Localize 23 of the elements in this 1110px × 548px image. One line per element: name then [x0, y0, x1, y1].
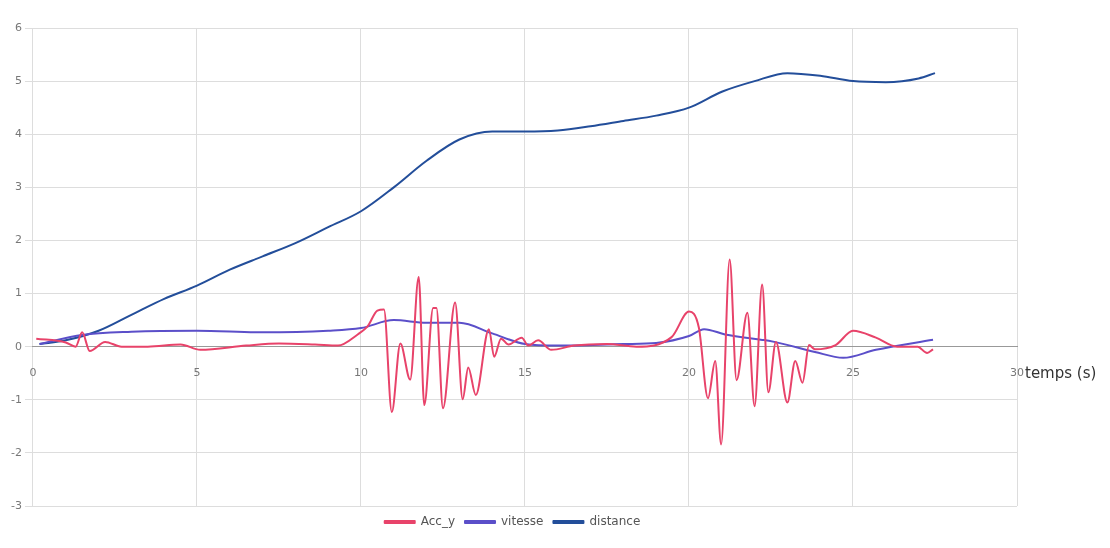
x-tick-label: 30 — [1010, 366, 1024, 380]
legend-label: distance — [589, 514, 641, 529]
y-tick-label: 0 — [14, 339, 22, 353]
y-tick-label: 3 — [14, 180, 22, 194]
y-tick-label: 4 — [14, 127, 22, 141]
y-tick-label: 6 — [14, 20, 22, 34]
y-tick-label: -2 — [11, 445, 22, 459]
x-tick-label: 10 — [353, 366, 368, 380]
line-series — [38, 319, 935, 359]
y-tick-label: -1 — [11, 392, 22, 406]
legend-label: vitesse — [501, 514, 544, 529]
x-tick-label: 15 — [517, 366, 532, 380]
x-tick-label: 5 — [193, 366, 201, 380]
x-axis-title: temps (s) — [1025, 363, 1097, 382]
x-tick-label: 25 — [845, 366, 860, 380]
y-tick-label: 2 — [14, 233, 22, 247]
y-tick-label: 5 — [14, 73, 22, 87]
line-series — [35, 258, 935, 446]
legend-label: Acc_y — [420, 514, 456, 529]
x-tick-label: 20 — [681, 366, 696, 380]
x-tick-label: 0 — [29, 366, 37, 380]
y-tick-label: -3 — [11, 498, 22, 512]
y-tick-label: 1 — [14, 286, 22, 300]
